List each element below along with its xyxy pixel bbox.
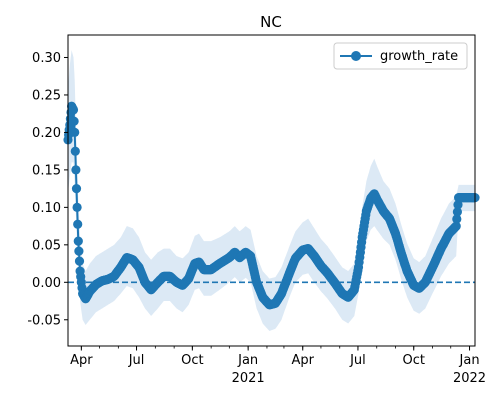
x-tick-label: Apr xyxy=(70,353,93,368)
y-tick-label: -0.05 xyxy=(27,313,61,328)
data-point xyxy=(451,221,461,231)
confidence-band xyxy=(68,50,475,331)
y-tick-label: 0.15 xyxy=(32,163,61,178)
series-marker-layer xyxy=(63,101,480,310)
data-point xyxy=(453,200,463,210)
y-tick-label: 0.00 xyxy=(32,276,61,291)
legend: growth_rate xyxy=(333,42,468,70)
data-point xyxy=(72,202,82,212)
data-point xyxy=(73,236,83,246)
x-tick-year-label: 2022 xyxy=(453,371,486,386)
data-point xyxy=(71,165,81,175)
y-tick-label: 0.20 xyxy=(32,126,61,141)
confidence-band-layer xyxy=(68,50,475,331)
plot-area-frame xyxy=(67,34,476,347)
data-point xyxy=(74,246,84,256)
data-point xyxy=(69,116,79,126)
data-point xyxy=(452,207,462,217)
legend-label-growth-rate: growth_rate xyxy=(380,49,458,64)
data-point xyxy=(68,105,79,115)
chart-title: NC xyxy=(260,13,282,31)
data-point xyxy=(452,214,462,224)
data-point xyxy=(70,127,80,137)
x-tick-year-label: 2021 xyxy=(232,371,265,386)
y-tick-label: 0.05 xyxy=(32,238,61,253)
axes-layer: -0.05 0.00 0.05 0.10 0.15 0.20 0.25 0.30 Apr Jul O… xyxy=(27,51,486,386)
x-tick-label: Oct xyxy=(402,353,424,368)
x-tick-label: Jul xyxy=(349,353,366,368)
y-tick-label: 0.25 xyxy=(32,88,61,103)
y-tick-label: 0.30 xyxy=(32,51,61,66)
x-tick-label: Jul xyxy=(128,353,145,368)
legend-marker-swatch xyxy=(351,51,361,61)
data-point xyxy=(71,184,82,194)
data-point xyxy=(73,219,83,229)
legend-box xyxy=(333,42,468,70)
x-tick-label: Jan xyxy=(237,353,258,368)
data-point xyxy=(70,146,80,156)
data-point xyxy=(74,256,85,266)
x-tick-label: Apr xyxy=(291,353,314,368)
x-tick-label: Jan xyxy=(459,353,480,368)
y-tick-label: 0.10 xyxy=(32,201,61,216)
x-tick-label: Oct xyxy=(181,353,203,368)
